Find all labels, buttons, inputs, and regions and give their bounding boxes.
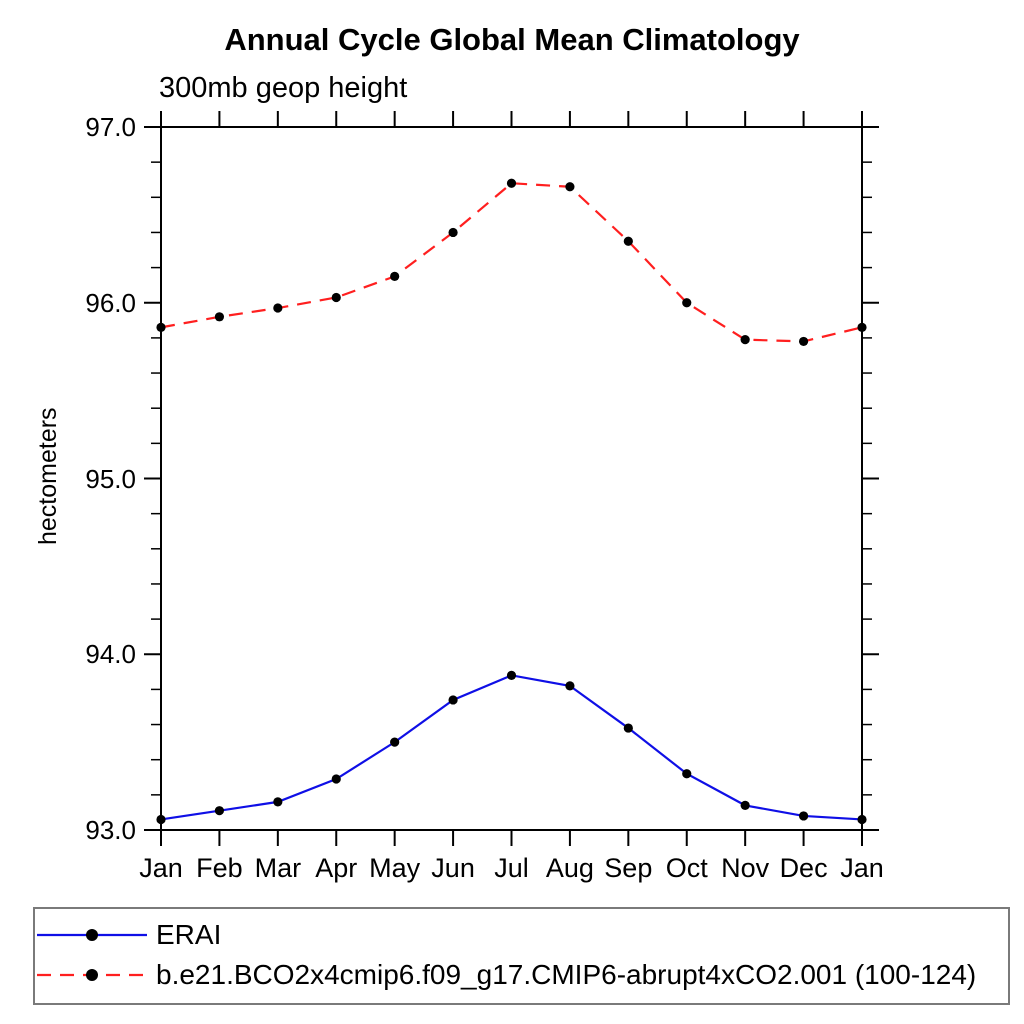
data-point-marker xyxy=(448,227,458,238)
legend-label-model: b.e21.BCO2x4cmip6.f09_g17.CMIP6-abrupt4x… xyxy=(156,959,977,990)
data-point-marker xyxy=(740,335,750,345)
axis-frame xyxy=(160,126,863,831)
x-tick-label: Mar xyxy=(254,853,302,883)
legend-item-model: b.e21.BCO2x4cmip6.f09_g17.CMIP6-abrupt4x… xyxy=(35,959,976,991)
legend-line-model xyxy=(37,969,147,981)
data-point-marker xyxy=(331,292,341,303)
data-point-marker xyxy=(798,811,809,821)
data-point-marker xyxy=(273,303,283,313)
x-tick-label: Nov xyxy=(721,853,770,883)
data-point-marker xyxy=(448,695,458,705)
data-point-marker xyxy=(214,312,225,322)
data-point-marker xyxy=(565,681,575,691)
data-point-marker xyxy=(682,769,692,779)
data-point-marker xyxy=(798,336,809,347)
x-tick-label: Oct xyxy=(665,853,708,883)
legend: ERAI b.e21.BCO2x4cmip6.f09_g17.CMIP6-abr… xyxy=(33,907,1010,1005)
data-point-marker xyxy=(390,271,400,281)
x-tick-label: Feb xyxy=(196,853,243,883)
y-tick-label: 93.0 xyxy=(85,815,136,845)
x-tick-label: Apr xyxy=(315,853,358,883)
data-point-marker xyxy=(857,322,867,332)
x-tick-label: Jan xyxy=(840,853,884,883)
data-point-marker xyxy=(565,182,575,192)
y-tick-label: 95.0 xyxy=(85,463,136,494)
series-line-model xyxy=(160,182,863,343)
data-point-marker xyxy=(623,236,633,246)
x-tick-label: Aug xyxy=(545,853,594,883)
series-line-erai xyxy=(160,674,863,821)
data-point-marker xyxy=(156,814,166,825)
data-point-marker xyxy=(214,806,225,816)
x-tick-label: Sep xyxy=(604,853,653,883)
x-tick-label: Jul xyxy=(494,853,529,883)
y-tick-label: 94.0 xyxy=(85,639,136,670)
legend-marker xyxy=(86,929,98,941)
x-tick-label: Dec xyxy=(779,853,828,883)
legend-label-erai: ERAI xyxy=(156,919,222,950)
legend-marker xyxy=(86,969,98,981)
data-point-marker xyxy=(156,322,166,332)
y-tick-label: 97.0 xyxy=(85,112,136,142)
data-point-marker xyxy=(857,814,867,825)
data-point-marker xyxy=(506,670,517,680)
data-point-marker xyxy=(273,797,283,807)
data-point-marker xyxy=(331,774,341,784)
y-tick-label: 96.0 xyxy=(85,287,136,318)
legend-item-erai: ERAI xyxy=(35,919,221,951)
data-point-marker xyxy=(740,800,750,810)
x-tick-label: Jan xyxy=(139,853,183,883)
x-tick-label: May xyxy=(369,853,421,883)
chart-title: Annual Cycle Global Mean Climatology xyxy=(224,22,800,57)
data-point-marker xyxy=(390,737,400,747)
data-point-marker xyxy=(682,298,692,308)
chart-subtitle: 300mb geop height xyxy=(159,72,408,104)
x-tick-label: Jun xyxy=(431,853,475,883)
data-point-marker xyxy=(506,178,517,188)
data-point-marker xyxy=(623,723,633,733)
legend-line-erai xyxy=(37,929,147,941)
